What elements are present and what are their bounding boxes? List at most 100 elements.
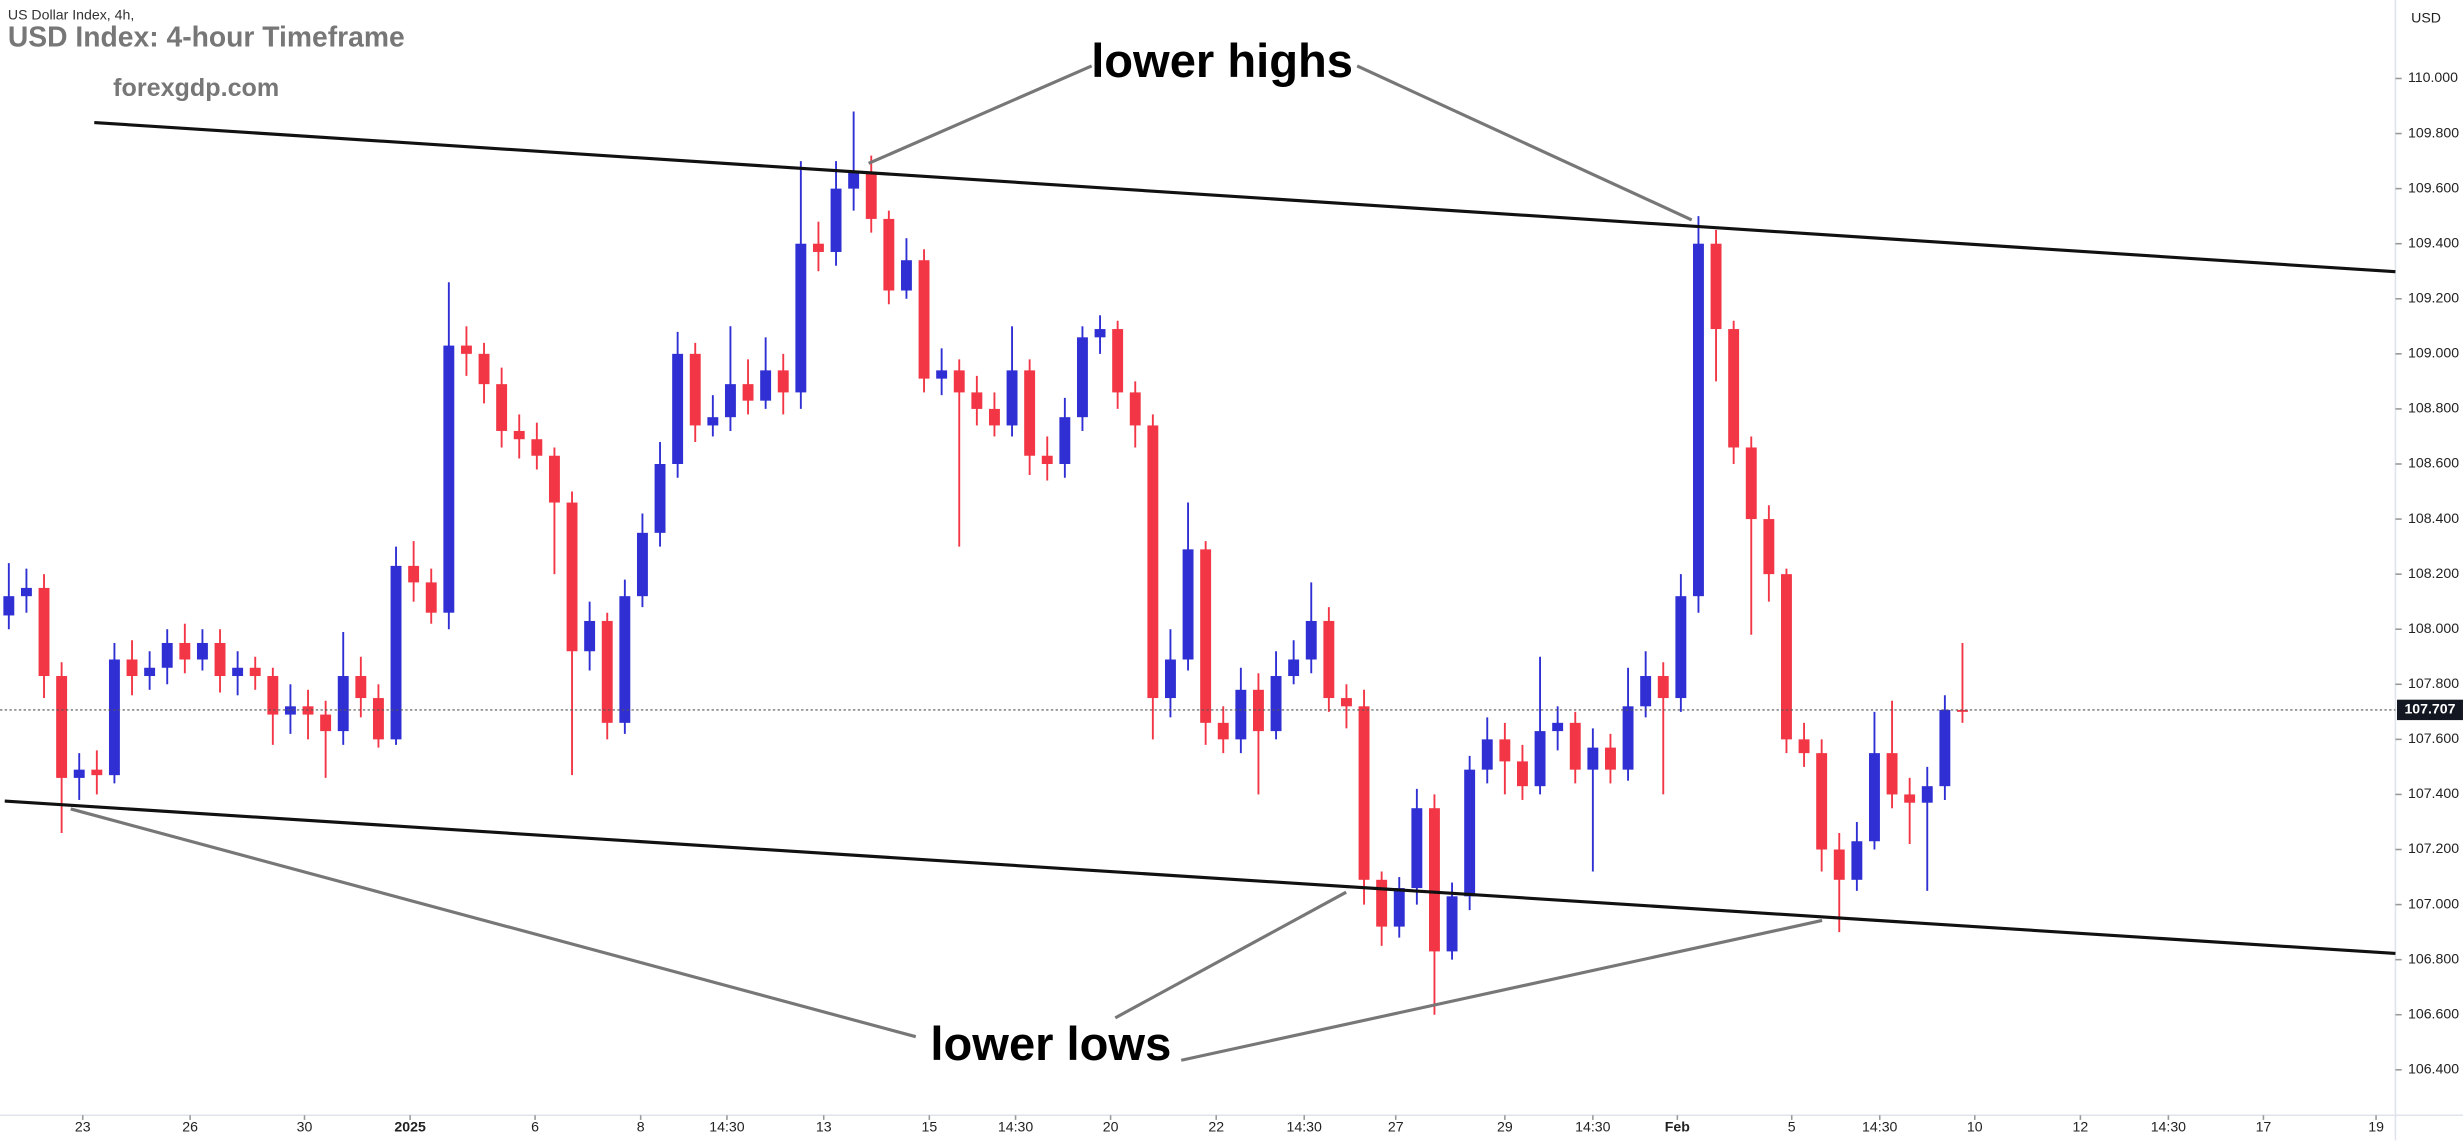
candle-body — [3, 596, 15, 616]
candle-body — [566, 502, 578, 652]
candle-body — [1041, 455, 1053, 464]
candle-body — [478, 353, 490, 385]
candle-body — [425, 582, 437, 613]
candle-body — [179, 642, 191, 660]
candle-body — [1358, 706, 1370, 880]
candle-body — [584, 620, 596, 652]
x-tick-label: 23 — [75, 1119, 91, 1135]
candle-body — [513, 430, 525, 440]
y-tick-label: 106.600 — [2408, 1005, 2459, 1021]
candle-body — [1288, 659, 1300, 677]
candle-body — [1675, 596, 1687, 699]
candle-body — [196, 642, 208, 660]
candle-body — [531, 439, 543, 456]
candle-body — [496, 384, 508, 431]
watermark: forexgdp.com — [113, 74, 279, 102]
price-axis-unit: USD — [2411, 10, 2441, 26]
annotation: lower lows — [930, 1017, 1171, 1070]
candle-body — [548, 455, 560, 503]
candle-body — [654, 463, 666, 533]
pointer — [868, 64, 1093, 165]
candle-body — [936, 370, 948, 379]
y-tick-label: 107.600 — [2408, 730, 2459, 746]
candle-body — [1217, 722, 1229, 740]
x-tick-label: 22 — [1208, 1119, 1224, 1135]
candle-body — [953, 370, 965, 393]
candle-body — [1816, 753, 1828, 850]
candle-body — [724, 384, 736, 418]
pointer — [70, 807, 917, 1039]
x-tick-label: 26 — [182, 1119, 198, 1135]
candle-body — [795, 243, 807, 393]
candle-body — [636, 532, 648, 597]
annotation: lower highs — [1091, 34, 1353, 87]
x-tick-label: 13 — [816, 1119, 832, 1135]
candle-body — [1781, 574, 1792, 740]
candle-body — [1182, 549, 1194, 660]
pointer — [1356, 64, 1693, 222]
candle-body — [1024, 370, 1036, 456]
y-tick-label: 109.800 — [2408, 124, 2459, 140]
candle-body — [1006, 370, 1018, 426]
candle-body — [865, 172, 877, 219]
x-tick-label: 15 — [921, 1119, 937, 1135]
y-tick-label: 108.600 — [2408, 455, 2459, 471]
last-price-label: 107.707 — [2404, 701, 2455, 717]
candle-body — [1851, 841, 1863, 880]
y-tick-label: 108.200 — [2408, 565, 2459, 581]
lower-trend-line — [4, 799, 2396, 956]
candle-body — [460, 345, 472, 354]
candle-body — [372, 698, 384, 740]
candle-body — [1499, 739, 1511, 762]
upper-trend-line — [94, 120, 2396, 274]
y-tick-label: 109.200 — [2408, 290, 2459, 306]
candle-body — [1340, 698, 1352, 707]
candle-body — [777, 370, 789, 393]
candle-body — [73, 769, 85, 778]
candle-body — [1957, 709, 1968, 712]
candle-body — [1886, 753, 1898, 795]
candle-body — [1376, 879, 1388, 927]
candles — [3, 111, 1968, 1015]
y-tick-label: 109.600 — [2408, 179, 2459, 195]
y-tick-label: 108.400 — [2408, 510, 2459, 526]
candle-body — [1569, 722, 1581, 770]
candle-body — [443, 345, 455, 613]
candle-body — [38, 587, 50, 677]
candle-body — [91, 769, 103, 776]
candle-body — [1534, 731, 1546, 787]
candle-body — [56, 676, 68, 778]
candle-body — [1112, 329, 1124, 393]
x-tick-label: 2025 — [394, 1119, 426, 1135]
candle-body — [284, 706, 296, 715]
candle-body — [1464, 769, 1476, 897]
candle-body — [1516, 761, 1528, 787]
y-tick-label: 108.000 — [2408, 620, 2459, 636]
x-tick-label: 14:30 — [2151, 1119, 2186, 1135]
candle-body — [232, 667, 244, 677]
candle-body — [1164, 659, 1176, 699]
x-tick-label: Feb — [1665, 1119, 1690, 1135]
candle-body — [1693, 243, 1704, 597]
candle-body — [1763, 519, 1775, 575]
candle-body — [1147, 425, 1159, 699]
candle-body — [249, 667, 261, 677]
candle-body — [1094, 329, 1106, 338]
candle-body — [355, 676, 367, 699]
y-tick-label: 110.000 — [2408, 69, 2458, 85]
x-tick-label: 14:30 — [1575, 1119, 1610, 1135]
candle-body — [161, 642, 173, 668]
candle-body — [20, 587, 32, 597]
x-tick-label: 27 — [1388, 1119, 1404, 1135]
candle-body — [108, 659, 120, 776]
candle-body — [812, 243, 824, 252]
y-tick-label: 108.800 — [2408, 400, 2459, 416]
candle-body — [1939, 709, 1951, 787]
candle-body — [1605, 747, 1616, 770]
candle-body — [408, 565, 420, 583]
candle-body — [1076, 337, 1088, 418]
y-tick-label: 109.400 — [2408, 234, 2459, 250]
candle-body — [1270, 676, 1282, 732]
